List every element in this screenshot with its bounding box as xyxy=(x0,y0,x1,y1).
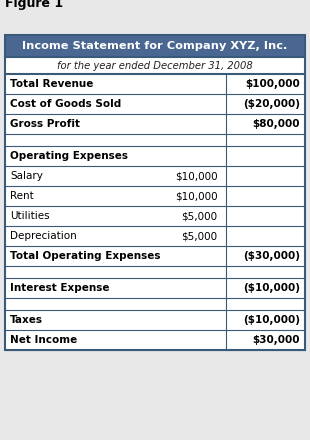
Text: Income Statement for Company XYZ, Inc.: Income Statement for Company XYZ, Inc. xyxy=(22,41,288,51)
Bar xyxy=(5,35,305,350)
Text: ($10,000): ($10,000) xyxy=(243,283,300,293)
Text: $5,000: $5,000 xyxy=(181,231,218,241)
Text: Operating Expenses: Operating Expenses xyxy=(10,151,128,161)
Text: $100,000: $100,000 xyxy=(245,79,300,89)
Text: Total Operating Expenses: Total Operating Expenses xyxy=(10,251,161,261)
Text: Total Revenue: Total Revenue xyxy=(10,79,93,89)
Text: Figure 1: Figure 1 xyxy=(5,0,63,10)
Text: Cost of Goods Sold: Cost of Goods Sold xyxy=(10,99,121,109)
Text: Utilities: Utilities xyxy=(10,211,50,221)
Text: $30,000: $30,000 xyxy=(253,335,300,345)
Text: Interest Expense: Interest Expense xyxy=(10,283,109,293)
Text: ($20,000): ($20,000) xyxy=(243,99,300,109)
Text: for the year ended December 31, 2008: for the year ended December 31, 2008 xyxy=(57,61,253,70)
Text: $80,000: $80,000 xyxy=(253,119,300,129)
Text: Taxes: Taxes xyxy=(10,315,43,325)
Text: Net Income: Net Income xyxy=(10,335,77,345)
Bar xyxy=(5,35,305,57)
Text: ($10,000): ($10,000) xyxy=(243,315,300,325)
Text: Salary: Salary xyxy=(10,171,43,181)
Text: Gross Profit: Gross Profit xyxy=(10,119,80,129)
Text: Depreciation: Depreciation xyxy=(10,231,77,241)
Bar xyxy=(5,35,305,350)
Text: $10,000: $10,000 xyxy=(175,191,218,201)
Text: ($30,000): ($30,000) xyxy=(243,251,300,261)
Text: $5,000: $5,000 xyxy=(181,211,218,221)
Text: Rent: Rent xyxy=(10,191,34,201)
Text: $10,000: $10,000 xyxy=(175,171,218,181)
